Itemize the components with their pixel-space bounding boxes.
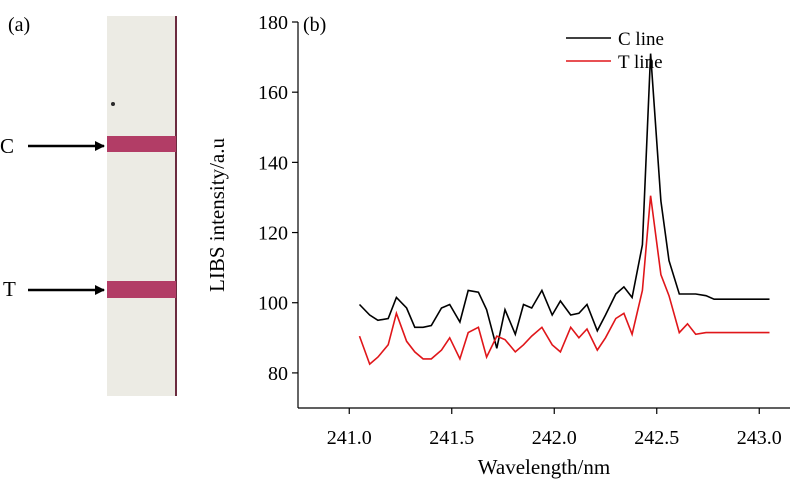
x-tick-label: 241.0 xyxy=(327,427,372,449)
y-tick-label: 140 xyxy=(258,152,288,174)
y-axis-label: LIBS intensity/a.u xyxy=(205,138,229,292)
t-label: T xyxy=(3,277,16,301)
legend-label: T line xyxy=(618,52,663,73)
y-tick-label: 80 xyxy=(268,363,288,385)
x-tick-label: 242.5 xyxy=(634,427,679,449)
y-tick-label: 180 xyxy=(258,12,288,34)
panel-a-label: (a) xyxy=(8,14,30,36)
y-tick-label: 160 xyxy=(258,82,288,104)
panel-b: (b) 80 100 120 140 160 180 241.0 241.5 242.0 242.… xyxy=(205,12,790,479)
strip-speck xyxy=(111,102,115,106)
c-band xyxy=(107,136,176,152)
panel-a: (a) C T xyxy=(0,14,177,396)
chart-area: 80 100 120 140 160 180 241.0 241.5 242.0 242.5 243… xyxy=(205,12,790,479)
series-line-t-line xyxy=(358,195,770,366)
x-axis-label: Wavelength/nm xyxy=(478,455,610,479)
panel-b-label: (b) xyxy=(303,14,326,36)
x-tick-label: 242.0 xyxy=(532,427,577,449)
x-tick-label: 241.5 xyxy=(429,427,474,449)
y-tick-label: 100 xyxy=(258,293,288,315)
y-tick-label: 120 xyxy=(258,223,288,245)
series-line-c-line xyxy=(358,53,770,349)
x-tick-label: 243.0 xyxy=(737,427,782,449)
t-band xyxy=(107,281,176,298)
test-strip xyxy=(107,16,176,396)
c-label: C xyxy=(0,134,14,158)
legend-label: C line xyxy=(618,29,664,50)
